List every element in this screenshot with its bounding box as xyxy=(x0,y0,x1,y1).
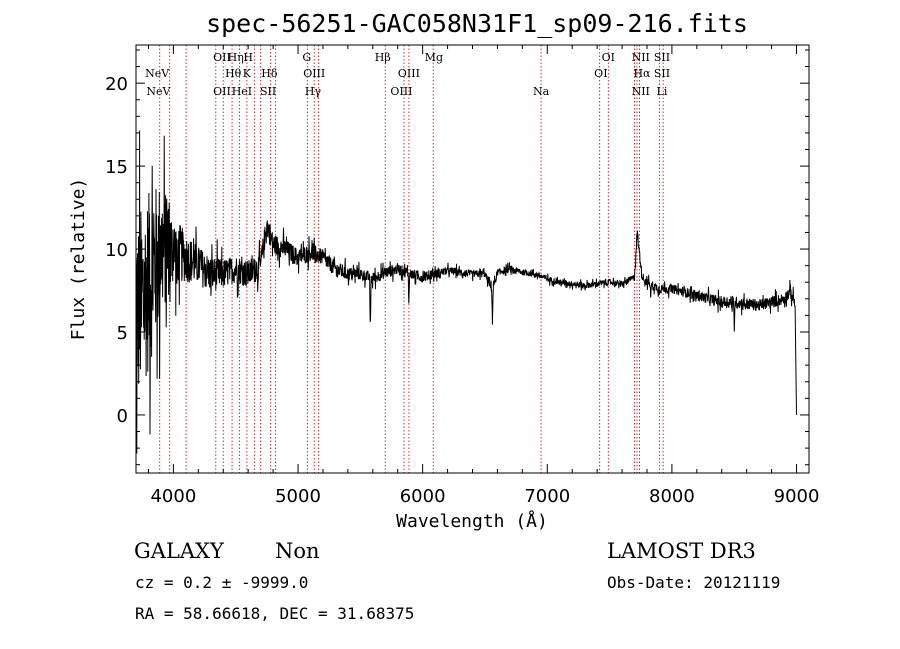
line-label: OI xyxy=(602,51,615,64)
line-label: NII xyxy=(632,85,650,98)
line-label: HeI xyxy=(232,85,252,98)
line-label: NeV xyxy=(146,85,171,98)
line-label: Hβ xyxy=(375,51,391,64)
line-label: Hα xyxy=(633,67,651,80)
line-label: Mg xyxy=(425,51,443,64)
line-label: SII xyxy=(260,85,276,98)
line-label: G xyxy=(302,51,311,64)
x-tick-label: 8000 xyxy=(649,486,695,507)
line-label: K xyxy=(243,67,252,80)
x-axis-label: Wavelength (Å) xyxy=(396,510,548,532)
spectrum-line xyxy=(135,130,797,454)
line-label: NeV xyxy=(145,67,170,80)
line-label: Hη xyxy=(228,51,244,64)
line-label: SII xyxy=(654,51,670,64)
line-label: OIII xyxy=(303,67,325,80)
line-label: Hθ xyxy=(225,67,242,80)
y-axis-ticks: 0 5 10 15 20 xyxy=(105,49,809,466)
x-tick-label: 9000 xyxy=(774,486,820,507)
redshift-cz: cz = 0.2 ± -9999.0 xyxy=(135,573,308,592)
line-label: Na xyxy=(533,85,550,98)
chart-title: spec-56251-GAC058N31F1_sp09-216.fits xyxy=(206,9,748,38)
line-label: Hδ xyxy=(261,67,278,80)
x-tick-label: 5000 xyxy=(275,486,321,507)
line-label: OI xyxy=(594,67,607,80)
line-label: H xyxy=(243,51,253,64)
y-tick-label: 5 xyxy=(117,323,128,344)
y-tick-label: 0 xyxy=(117,406,128,427)
y-tick-label: 20 xyxy=(105,74,128,95)
spectrum-trace xyxy=(135,130,797,454)
spectral-line-markers xyxy=(159,45,664,473)
line-label: OII xyxy=(213,85,231,98)
x-tick-label: 4000 xyxy=(150,486,196,507)
line-label: Hγ xyxy=(305,85,322,98)
y-axis-label: Flux (relative) xyxy=(68,178,89,341)
line-label: NII xyxy=(632,51,650,64)
ra-dec: RA = 58.66618, DEC = 31.68375 xyxy=(135,604,414,623)
line-label: OIII xyxy=(398,67,420,80)
line-label: Li xyxy=(657,85,668,98)
y-tick-label: 15 xyxy=(105,157,128,178)
survey-name: LAMOST DR3 xyxy=(607,539,756,563)
plot-frame xyxy=(135,44,810,474)
line-label: OII xyxy=(213,51,231,64)
obs-date: Obs-Date: 20121119 xyxy=(607,573,780,592)
y-tick-label: 10 xyxy=(105,240,128,261)
line-label: OIII xyxy=(390,85,412,98)
x-axis-ticks: 4000 5000 6000 7000 8000 9000 xyxy=(147,45,820,507)
object-class: GALAXY xyxy=(134,539,225,563)
line-label: SII xyxy=(654,67,670,80)
object-subclass: Non xyxy=(275,539,320,563)
x-tick-label: 7000 xyxy=(524,486,570,507)
x-tick-label: 6000 xyxy=(400,486,446,507)
